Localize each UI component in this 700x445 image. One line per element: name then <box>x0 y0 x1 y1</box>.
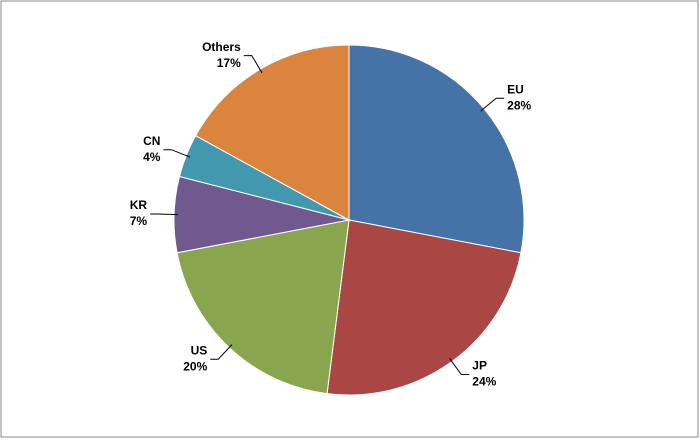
leader-line <box>163 149 191 158</box>
slice-value-label: 7% <box>130 214 148 228</box>
leader-line <box>210 344 233 360</box>
leader-line <box>449 358 470 376</box>
slice-value-label: 28% <box>507 98 531 112</box>
slice-value-label: 4% <box>143 150 161 164</box>
leader-line <box>243 55 263 74</box>
slice-label: Others <box>202 40 241 54</box>
slice-label: CN <box>143 134 160 148</box>
slice-value-label: 24% <box>472 375 496 389</box>
slice-label: US <box>191 343 208 357</box>
slice-label: KR <box>130 198 148 212</box>
slice-label: EU <box>507 82 524 96</box>
slice-value-label: 17% <box>217 56 241 70</box>
leader-line <box>480 97 505 112</box>
slice-label: JP <box>472 359 487 373</box>
slice-value-label: 20% <box>183 359 207 373</box>
leader-line <box>150 213 179 216</box>
